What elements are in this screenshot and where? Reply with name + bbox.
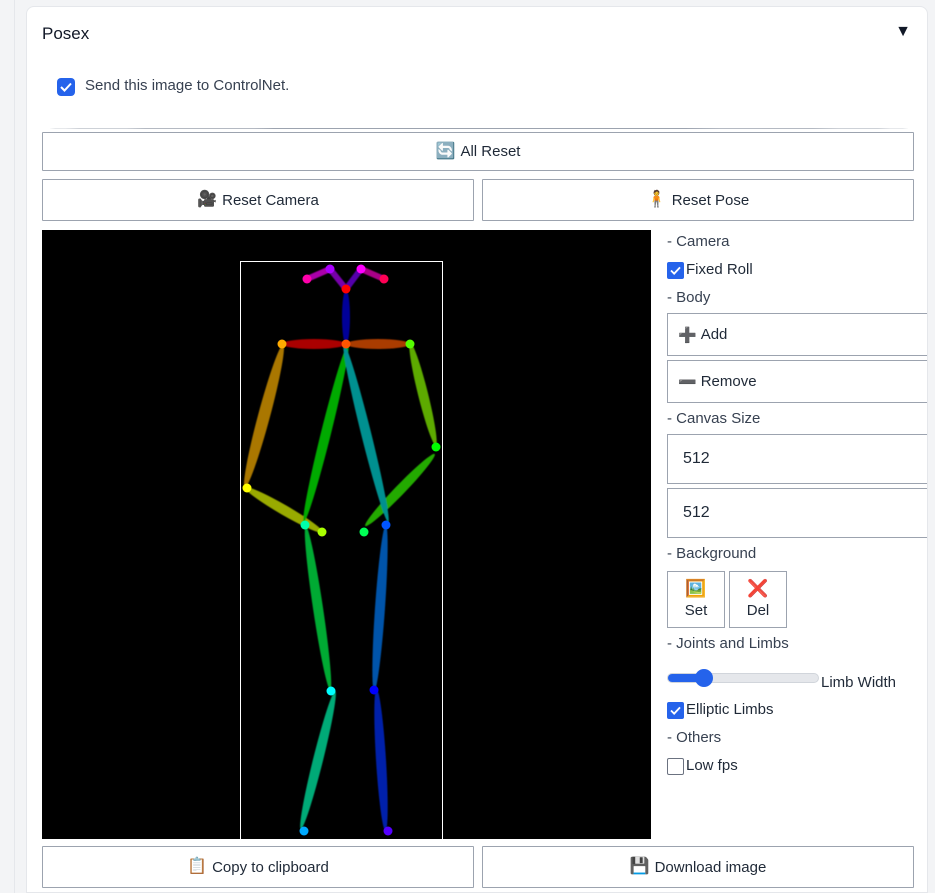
canvas-size-heading: - Canvas Size [667,410,761,427]
joint [379,274,389,284]
joint [369,685,379,695]
slider-fill [668,674,704,682]
limb [342,290,350,344]
elliptic-limbs-checkbox[interactable] [667,702,684,719]
camera-icon: 🎥 [197,191,218,208]
joints [242,264,441,836]
posex-panel: Posex ▼ Send this image to ControlNet. 🔄… [26,6,928,893]
limb [374,689,388,831]
del-label: Del [746,602,770,619]
joint [341,339,351,349]
controlnet-checkbox[interactable] [57,78,75,96]
all-reset-button[interactable]: 🔄 All Reset [42,132,914,171]
joint [300,520,310,530]
checkmark-icon [670,266,681,275]
reset-camera-label: Reset Camera [222,191,319,209]
joint [359,527,369,537]
set-background-button[interactable]: 🖼️ Set [667,571,725,628]
joint [383,826,393,836]
camera-frame [240,261,443,839]
body-heading: - Body [667,289,711,306]
limbs [243,266,437,831]
camera-heading: - Camera [667,233,730,250]
limb [300,691,336,829]
slider-thumb[interactable] [695,669,713,687]
joint [299,826,309,836]
joint [431,442,441,452]
download-label: Download image [654,858,767,876]
limb [346,339,410,349]
remove-label: Remove [700,373,757,390]
pose-canvas[interactable] [42,230,651,839]
reset-pose-label: Reset Pose [671,191,750,209]
delete-background-button[interactable]: ❌ Del [729,571,787,628]
checkmark-icon [670,706,681,715]
joint [356,264,366,274]
joints-limbs-heading: - Joints and Limbs [667,635,789,652]
panel-title: Posex [42,24,90,43]
joint [381,520,391,530]
joint [302,274,312,284]
add-body-button[interactable]: ➕ Add [667,313,927,356]
checkmark-icon [60,82,72,92]
clipboard-icon: 📋 [187,858,208,875]
joint [277,339,287,349]
fixed-roll-checkbox[interactable] [667,262,684,279]
elliptic-limbs-label: Elliptic Limbs [686,701,774,718]
controlnet-label: Send this image to ControlNet. [85,77,290,94]
joint [325,264,335,274]
copy-label: Copy to clipboard [212,858,329,876]
joint [317,527,327,537]
low-fps-label: Low fps [686,757,738,774]
joint [405,339,415,349]
remove-body-button[interactable]: ➖ Remove [667,360,927,403]
picture-icon: 🖼️ [685,579,707,598]
copy-to-clipboard-button[interactable]: 📋 Copy to clipboard [42,846,474,888]
fixed-roll-label: Fixed Roll [686,261,753,278]
limb [243,344,285,488]
limb [303,343,349,523]
limb-width-label: Limb Width [821,674,897,691]
joint [341,284,351,294]
collapse-arrow-icon[interactable]: ▼ [895,23,911,40]
reset-pose-button[interactable]: 🧍 Reset Pose [482,179,914,221]
refresh-icon: 🔄 [435,142,456,160]
set-label: Set [684,602,708,619]
person-icon: 🧍 [646,191,667,208]
all-reset-label: All Reset [460,143,521,160]
canvas-height-input[interactable]: 512 [667,488,927,538]
cross-icon: ❌ [747,579,769,598]
download-image-button[interactable]: 💾 Download image [482,846,914,888]
joint [326,686,336,696]
limb [282,339,346,349]
joint [242,483,252,493]
low-fps-checkbox[interactable] [667,758,684,775]
background-heading: - Background [667,545,757,562]
limb-width-slider[interactable] [667,669,819,687]
limb [372,525,388,691]
floppy-disk-icon: 💾 [629,858,650,875]
limb [409,342,437,446]
reset-camera-button[interactable]: 🎥 Reset Camera [42,179,474,221]
canvas-width-input[interactable]: 512 [667,434,927,484]
plus-icon: ➕ [678,326,697,344]
limb [304,525,332,691]
limb [343,343,389,523]
others-heading: - Others [667,729,722,746]
minus-icon: ➖ [678,373,697,391]
page-left-rule [14,0,15,893]
pose-skeleton [240,261,443,839]
add-label: Add [700,326,728,343]
separator [47,128,911,129]
